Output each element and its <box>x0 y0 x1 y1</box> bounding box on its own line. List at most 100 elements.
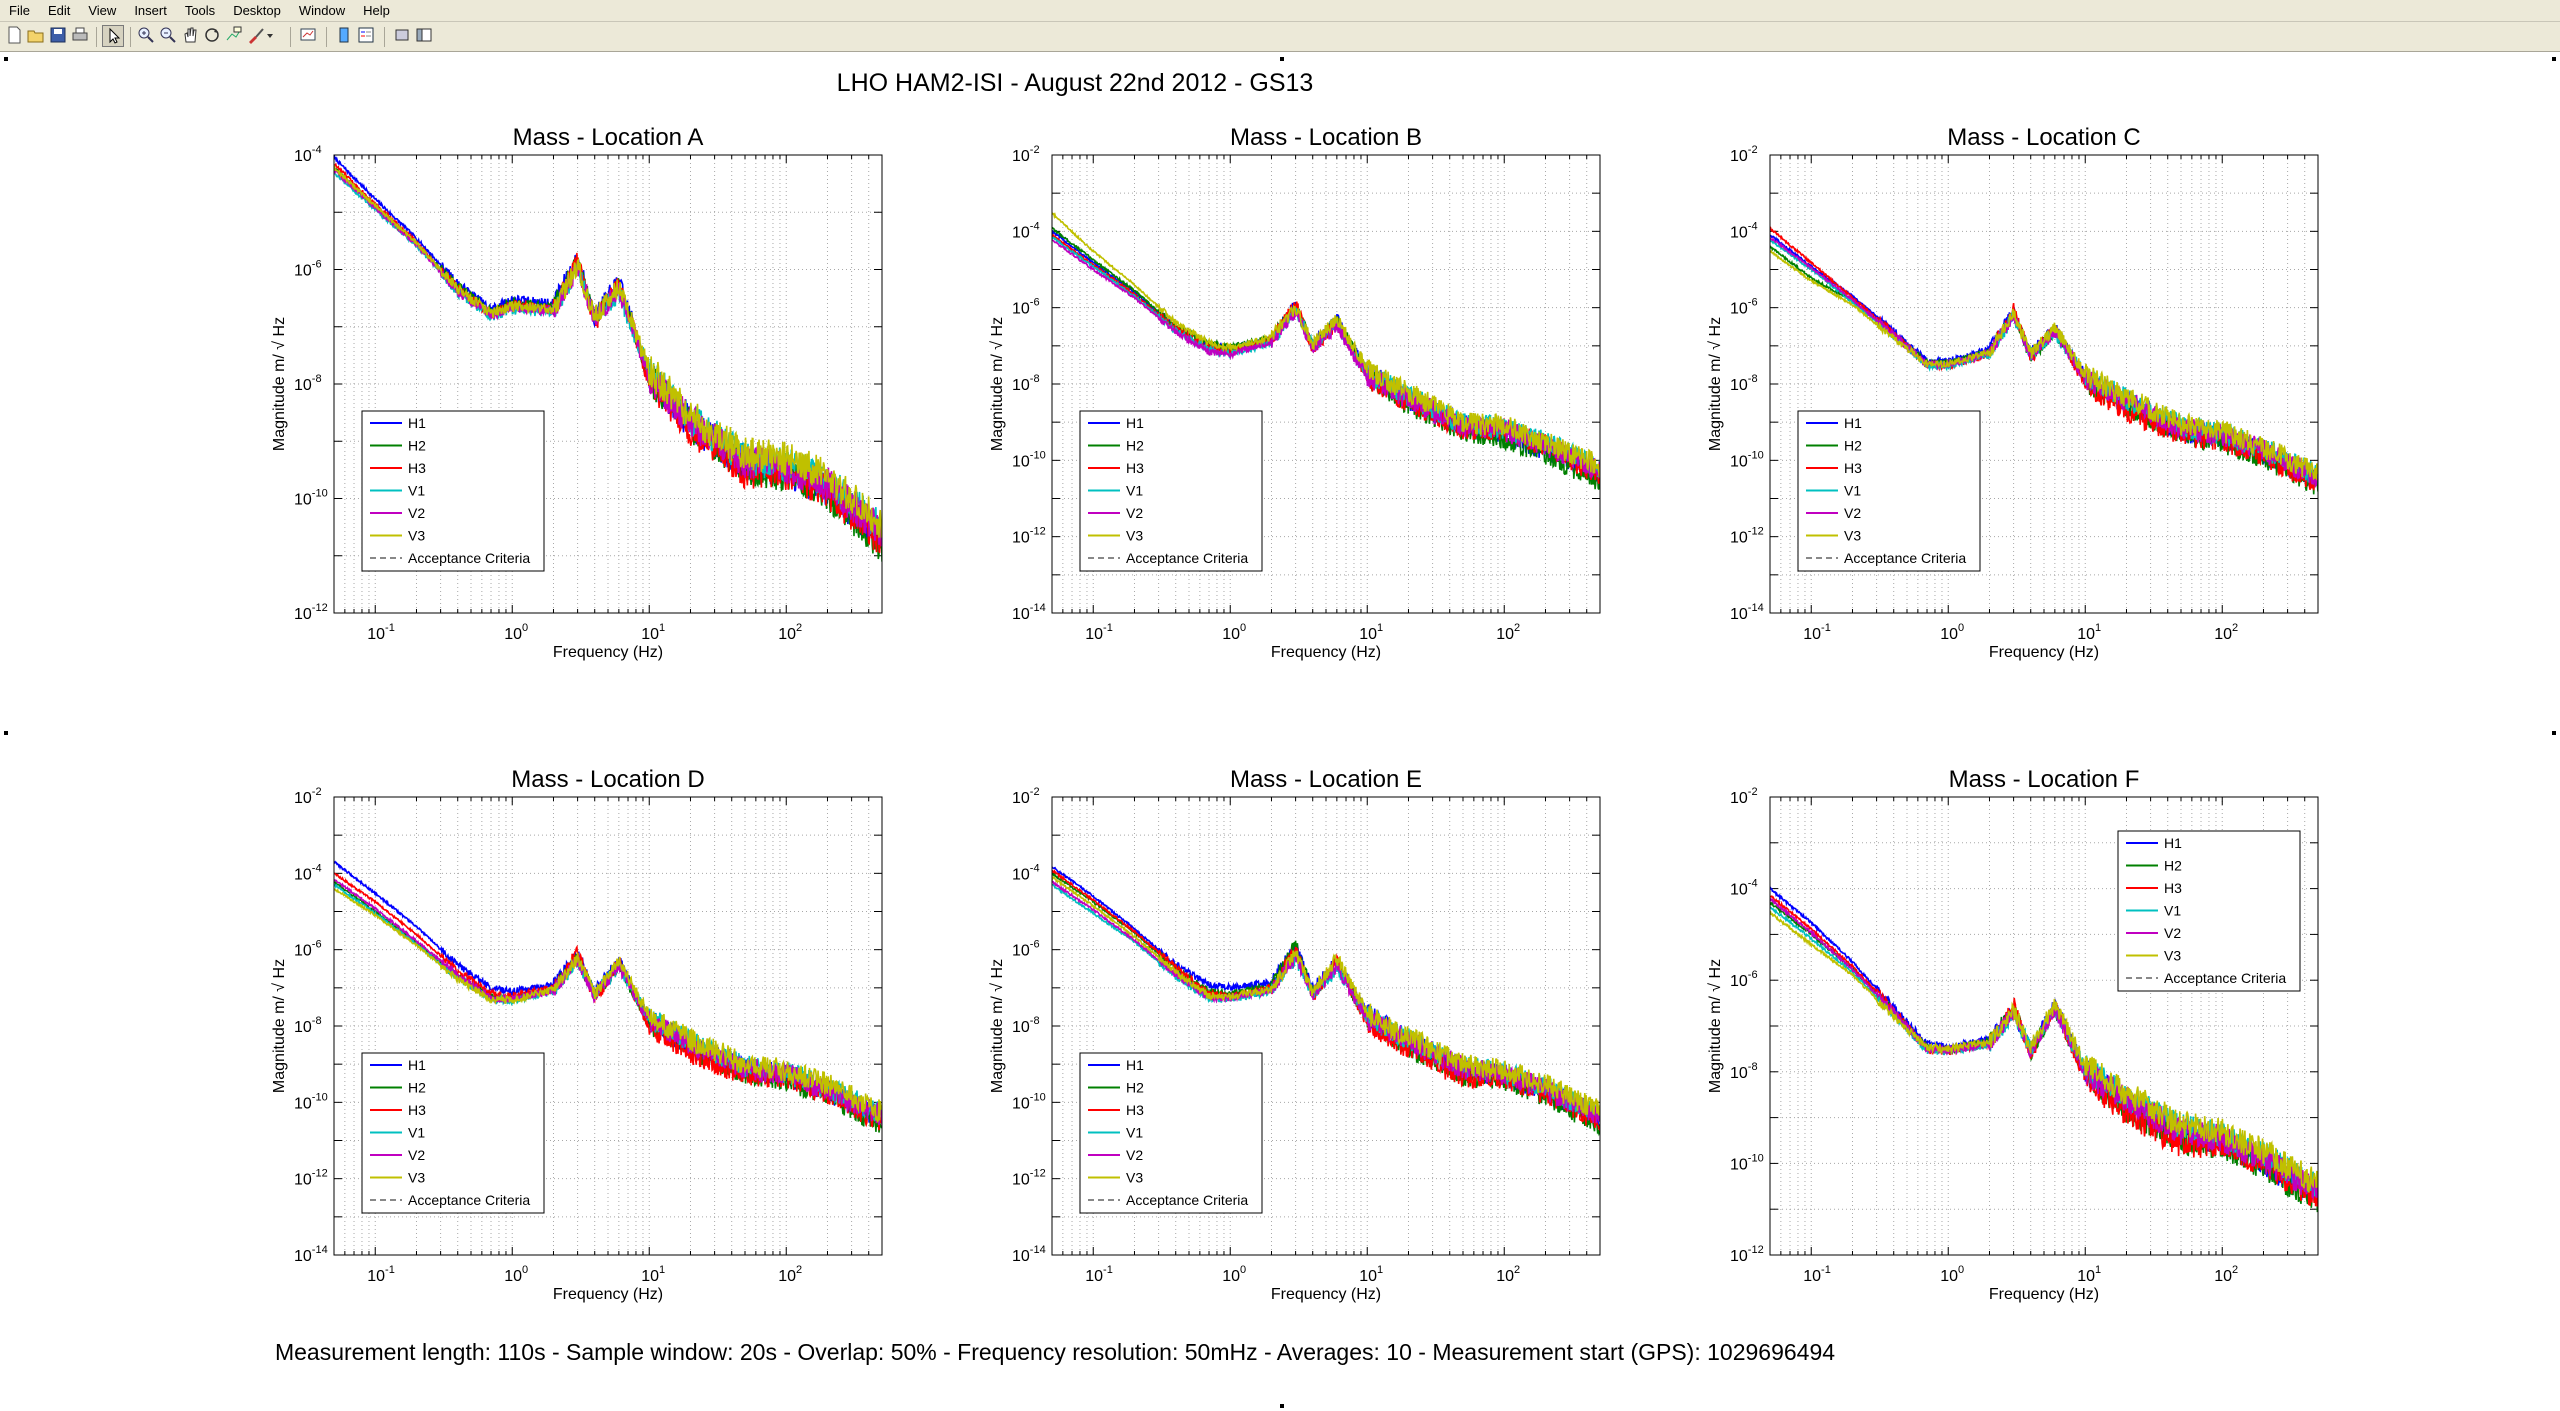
legend[interactable]: H1 H2 H3 V1 V2 V3 Acceptance Criteria <box>361 1052 545 1214</box>
subplot-grid: 10-1 100 101 102 10-12 10-10 10-8 10-6 10-4 Mass … <box>271 124 2319 1303</box>
save-icon[interactable] <box>48 25 70 47</box>
subplot-b[interactable]: 10-1 100 101 102 10-14 10-12 10-10 10-8 10-6 10-4… <box>989 124 1601 661</box>
legend-label: V3 <box>1126 1170 1143 1186</box>
y-tick-label: 10-4 <box>1012 220 1040 241</box>
legend-label: H2 <box>1126 438 1144 454</box>
menu-tools[interactable]: Tools <box>184 3 216 18</box>
y-axis-label: Magnitude m/ √ Hz <box>271 317 288 451</box>
subplot-f[interactable]: 10-1 100 101 102 10-12 10-10 10-8 10-6 10-4 10-2 M… <box>1707 766 2319 1303</box>
series-line-v3 <box>334 164 882 539</box>
edit-plot-icon[interactable] <box>102 25 124 47</box>
y-axis-label: Magnitude m/ √ Hz <box>1707 959 1724 1093</box>
x-tick-label: 101 <box>2077 1264 2101 1285</box>
figure-canvas[interactable]: LHO HAM2-ISI - August 22nd 2012 - GS13 1… <box>0 53 2560 1411</box>
y-tick-label: 10-14 <box>294 1244 328 1265</box>
legend-label: V1 <box>2164 903 2181 919</box>
y-tick-label: 10-6 <box>1012 297 1040 318</box>
selection-handle[interactable] <box>2552 57 2556 61</box>
series-line-v3 <box>1052 875 1600 1116</box>
legend-label: H3 <box>408 1102 426 1118</box>
legend[interactable]: H1 H2 H3 V1 V2 V3 Acceptance Criteria <box>2117 830 2301 992</box>
show-plot-tools-icon[interactable] <box>414 25 436 47</box>
zoom-in-icon[interactable] <box>136 25 158 47</box>
legend-label: V1 <box>408 1125 425 1141</box>
selection-handle[interactable] <box>1280 1404 1284 1408</box>
y-tick-label: 10-8 <box>1730 1061 1758 1082</box>
data-cursor-icon[interactable] <box>224 25 246 47</box>
colorbar-icon[interactable] <box>334 25 356 47</box>
legend[interactable]: H1 H2 H3 V1 V2 V3 Acceptance Criteria <box>1797 410 1981 572</box>
zoom-out-icon[interactable] <box>158 25 180 47</box>
menu-desktop[interactable]: Desktop <box>233 3 281 18</box>
x-tick-label: 100 <box>1940 622 1964 643</box>
selection-handle[interactable] <box>4 731 8 735</box>
menu-file[interactable]: File <box>9 3 30 18</box>
selection-handle[interactable] <box>1280 57 1284 61</box>
y-tick-label: 10-2 <box>1730 144 1758 165</box>
x-tick-label: 100 <box>504 1264 528 1285</box>
y-axis-label: Magnitude m/ √ Hz <box>989 317 1006 451</box>
selection-handle[interactable] <box>4 57 8 61</box>
subplot-c[interactable]: 10-1 100 101 102 10-14 10-12 10-10 10-8 10-6 10-4… <box>1707 124 2319 661</box>
y-tick-label: 10-10 <box>1730 1152 1764 1173</box>
legend-label: H2 <box>408 1080 426 1096</box>
figure-title: LHO HAM2-ISI - August 22nd 2012 - GS13 <box>836 69 1314 97</box>
legend[interactable]: H1 H2 H3 V1 V2 V3 Acceptance Criteria <box>1079 410 1263 572</box>
legend-icon[interactable] <box>356 25 378 47</box>
brush-dropdown-icon[interactable] <box>266 25 288 47</box>
y-tick-label: 10-4 <box>294 144 322 165</box>
axes-box <box>1051 796 1601 1256</box>
x-tick-label: 101 <box>2077 622 2101 643</box>
subplot-d[interactable]: 10-1 100 101 102 10-14 10-12 10-10 10-8 10-6 10-4… <box>271 766 883 1303</box>
y-axis-label: Magnitude m/ √ Hz <box>1707 317 1724 451</box>
x-tick-label: 102 <box>778 622 802 643</box>
open-file-icon[interactable] <box>26 25 48 47</box>
menu-view[interactable]: View <box>88 3 117 18</box>
y-tick-label: 10-10 <box>294 488 328 509</box>
selection-handle[interactable] <box>2552 731 2556 735</box>
link-plot-icon[interactable] <box>298 25 320 47</box>
menu-edit[interactable]: Edit <box>47 3 71 18</box>
subplot-title: Mass - Location B <box>1230 124 1422 151</box>
x-axis-label: Frequency (Hz) <box>1271 644 1381 661</box>
brush-icon[interactable] <box>246 25 268 47</box>
menu-insert[interactable]: Insert <box>134 3 167 18</box>
menu-window[interactable]: Window <box>298 3 346 18</box>
y-tick-label: 10-2 <box>1012 786 1040 807</box>
hide-plot-tools-icon[interactable] <box>392 25 414 47</box>
y-tick-label: 10-6 <box>294 939 322 960</box>
legend-label: V2 <box>2164 925 2181 941</box>
legend-label: H3 <box>2164 880 2182 896</box>
x-tick-label: 10-1 <box>1085 622 1113 643</box>
axes-box <box>333 154 883 614</box>
legend-label: V3 <box>1126 528 1143 544</box>
print-icon[interactable] <box>70 25 92 47</box>
y-tick-label: 10-10 <box>1012 449 1046 470</box>
x-tick-label: 10-1 <box>367 1264 395 1285</box>
new-figure-icon[interactable] <box>4 25 26 47</box>
y-tick-label: 10-12 <box>1012 526 1046 547</box>
x-axis-label: Frequency (Hz) <box>1989 1286 2099 1303</box>
y-tick-label: 10-8 <box>1012 373 1040 394</box>
legend[interactable]: H1 H2 H3 V1 V2 V3 Acceptance Criteria <box>361 410 545 572</box>
subplot-e[interactable]: 10-1 100 101 102 10-14 10-12 10-10 10-8 10-6 10-4… <box>989 766 1601 1303</box>
subplot-title: Mass - Location A <box>513 124 704 151</box>
rotate-3d-icon[interactable] <box>202 25 224 47</box>
figure-toolbar <box>0 22 2560 52</box>
x-axis-label: Frequency (Hz) <box>1989 644 2099 661</box>
legend-label: Acceptance Criteria <box>408 1192 530 1208</box>
legend-label: H1 <box>1844 415 1862 431</box>
subplot-a[interactable]: 10-1 100 101 102 10-12 10-10 10-8 10-6 10-4 Mass … <box>271 124 883 661</box>
legend-label: H2 <box>408 438 426 454</box>
pan-icon[interactable] <box>180 25 202 47</box>
legend-label: V2 <box>1126 505 1143 521</box>
legend-label: V2 <box>408 505 425 521</box>
y-tick-label: 10-12 <box>294 1168 328 1189</box>
y-axis-label: Magnitude m/ √ Hz <box>271 959 288 1093</box>
y-tick-label: 10-14 <box>1012 602 1046 623</box>
menu-help[interactable]: Help <box>363 3 390 18</box>
y-axis-label: Magnitude m/ √ Hz <box>989 959 1006 1093</box>
legend-label: H2 <box>1844 438 1862 454</box>
legend[interactable]: H1 H2 H3 V1 V2 V3 Acceptance Criteria <box>1079 1052 1263 1214</box>
subplot-title: Mass - Location E <box>1230 766 1422 793</box>
